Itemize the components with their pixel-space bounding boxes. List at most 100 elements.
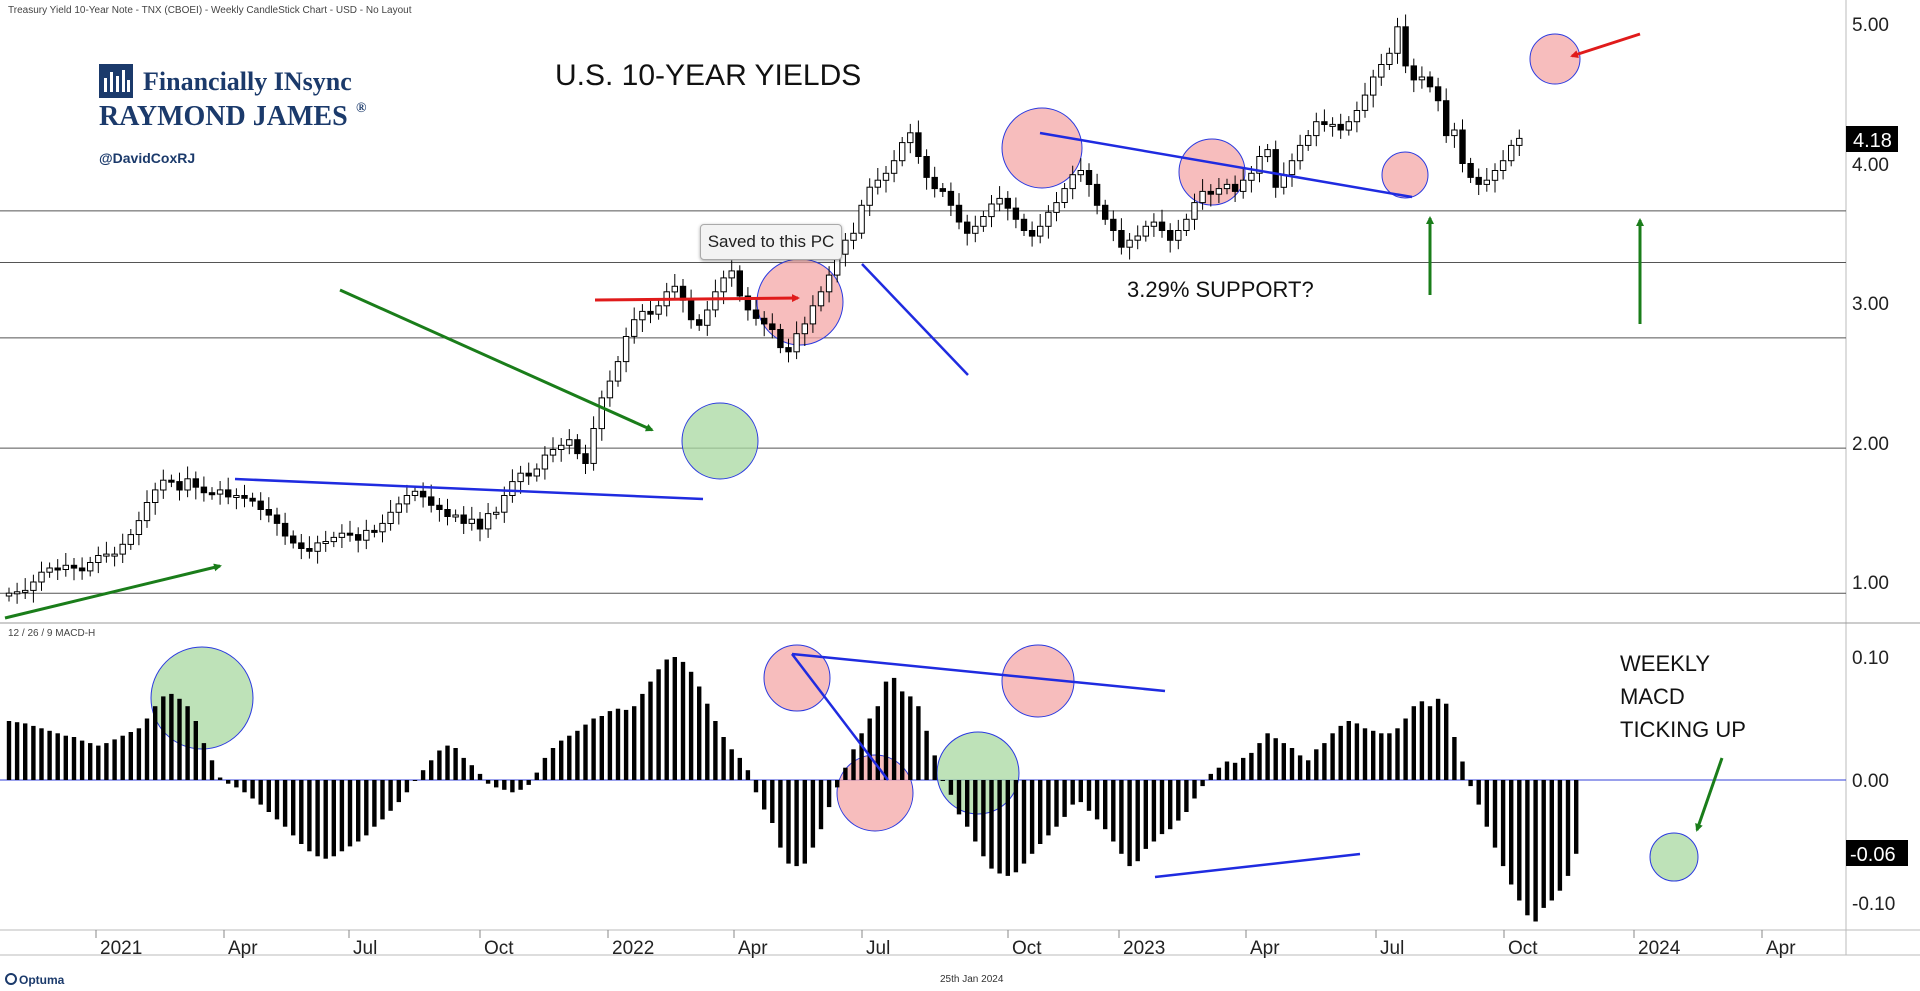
candle [890, 150, 898, 183]
macd-bar [169, 693, 174, 780]
macd-bar [63, 735, 68, 780]
candle-up [704, 309, 711, 326]
macd-bar [843, 767, 848, 780]
macd-annotation-line2: MACD [1620, 684, 1685, 709]
candle [200, 476, 208, 502]
candle [850, 222, 857, 250]
macd-bar [1192, 780, 1197, 799]
candle [728, 260, 735, 287]
candle-down [1012, 207, 1020, 220]
candle-down [168, 479, 175, 483]
macd-bar [185, 706, 190, 780]
candle [1004, 191, 1011, 221]
macd-bar [851, 749, 856, 781]
macd-bar [6, 721, 12, 780]
macd-tick-pos: 0.10 [1852, 648, 1889, 669]
candle [866, 178, 873, 216]
macd-bar [786, 780, 791, 864]
x-tick-label: Oct [484, 938, 514, 959]
candle [184, 466, 191, 498]
candle-up [338, 532, 346, 538]
macd-bar [1322, 743, 1327, 780]
macd-bar [323, 780, 328, 859]
candle [972, 215, 979, 243]
candle-down [947, 190, 955, 206]
branding: Financially INsync RAYMOND JAMES ® @Davi… [99, 64, 367, 166]
candle-down [1434, 86, 1442, 102]
candle-down [1467, 163, 1474, 178]
macd-bar [1038, 780, 1043, 844]
macd-bar [461, 757, 466, 780]
candle [379, 514, 386, 543]
macd-bar [705, 703, 710, 780]
candle [152, 482, 159, 515]
candle-up [314, 542, 321, 552]
macd-bar [1411, 706, 1416, 780]
candle [168, 474, 175, 488]
macd-bar [380, 780, 385, 820]
macd-circle-green-jan2024 [1649, 832, 1699, 882]
candle-up [996, 197, 1003, 205]
macd-bar [997, 780, 1002, 874]
candle-up [1264, 149, 1271, 158]
arrow-red-oct2023 [1570, 32, 1641, 58]
macd-bar [356, 780, 361, 842]
candle [127, 529, 135, 550]
candle-down [1231, 183, 1239, 192]
macd-bar [1127, 780, 1132, 867]
candle-up [152, 489, 159, 503]
macd-bar [1103, 780, 1108, 830]
candle-up [1126, 239, 1133, 248]
candle [476, 512, 484, 542]
last-price-value: 4.18 [1853, 130, 1892, 152]
candle-down [1402, 26, 1409, 67]
candle-up [1491, 170, 1499, 181]
candle-up [631, 319, 638, 337]
macd-bar [518, 780, 523, 790]
macd-bar [1281, 743, 1286, 780]
candle [208, 487, 216, 500]
candle [899, 137, 906, 167]
macd-bar [299, 780, 304, 844]
macd-bar [331, 780, 336, 857]
candle-up [842, 239, 849, 255]
macd-bar [1046, 780, 1051, 836]
candle-down [1102, 204, 1109, 220]
macd-bar [1094, 780, 1100, 820]
macd-bar [1005, 780, 1010, 876]
macd-bar [1533, 780, 1538, 922]
x-tick-label: Jul [1380, 938, 1404, 959]
candle-up [87, 562, 94, 572]
macd-bar [1249, 752, 1254, 780]
candle [273, 507, 281, 536]
arrows [4, 32, 1724, 832]
candle-up [728, 270, 735, 279]
candle-up [1150, 221, 1158, 227]
candle-down [1167, 230, 1174, 241]
candle-up [379, 522, 386, 533]
candle [622, 327, 630, 373]
candle [1305, 130, 1312, 151]
candle [70, 558, 78, 581]
candle-down [1020, 218, 1028, 232]
candle-down [1475, 176, 1482, 185]
macd-trendline-top [791, 652, 1166, 693]
trendline-2022-2023-top [1039, 131, 1413, 199]
macd-bar [802, 780, 807, 864]
candle-up [866, 186, 873, 206]
candle-down [208, 492, 216, 496]
candle-up [493, 511, 500, 515]
candle-down [298, 542, 305, 550]
candle-down [955, 204, 963, 223]
candle [265, 497, 273, 523]
macd-bar [1549, 780, 1554, 901]
candle [403, 484, 411, 513]
macd-bar [469, 765, 474, 780]
macd-bar [1492, 780, 1498, 848]
candle [1077, 158, 1084, 182]
candle [1394, 17, 1401, 64]
candle [1386, 47, 1393, 70]
brand-line1: Financially INsync [143, 67, 352, 96]
candle-down [1093, 183, 1101, 206]
